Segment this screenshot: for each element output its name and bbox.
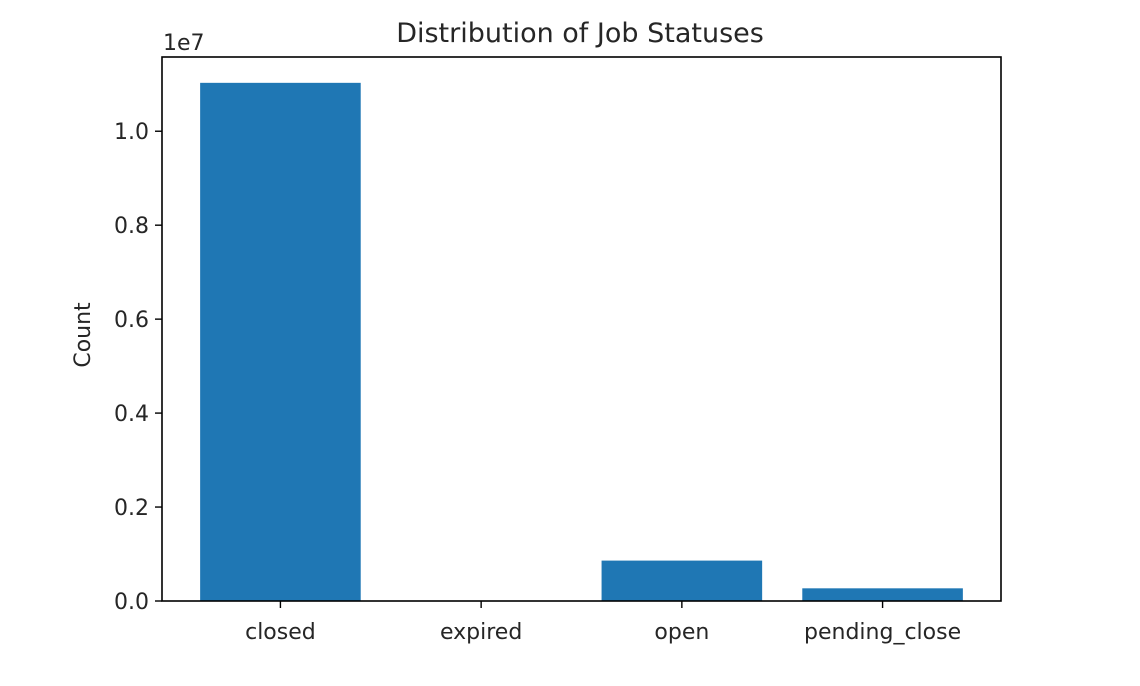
- x-tick-label: pending_close: [804, 620, 961, 645]
- y-axis-label: Count: [71, 302, 96, 368]
- y-tick-label: 0.8: [114, 214, 149, 239]
- bar-closed: [200, 83, 361, 601]
- x-tick-label: expired: [440, 620, 522, 645]
- y-tick-label: 0.6: [114, 308, 149, 333]
- y-tick-label: 1.0: [114, 120, 149, 145]
- y-ticks-group: 0.0 0.2 0.4 0.6 0.8 1.0: [114, 120, 162, 615]
- bars-group: [200, 83, 963, 601]
- y-tick-label: 0.2: [114, 496, 149, 521]
- bar-open: [602, 561, 763, 601]
- x-tick-label: closed: [245, 620, 316, 645]
- chart-title: Distribution of Job Statuses: [396, 18, 764, 49]
- y-axis-offset-label: 1e7: [163, 31, 205, 56]
- y-tick-label: 0.4: [114, 402, 149, 427]
- x-tick-label: open: [654, 620, 709, 645]
- x-ticks-group: closed expired open pending_close: [245, 601, 961, 645]
- y-tick-label: 0.0: [114, 590, 149, 615]
- bar-pending-close: [802, 588, 963, 601]
